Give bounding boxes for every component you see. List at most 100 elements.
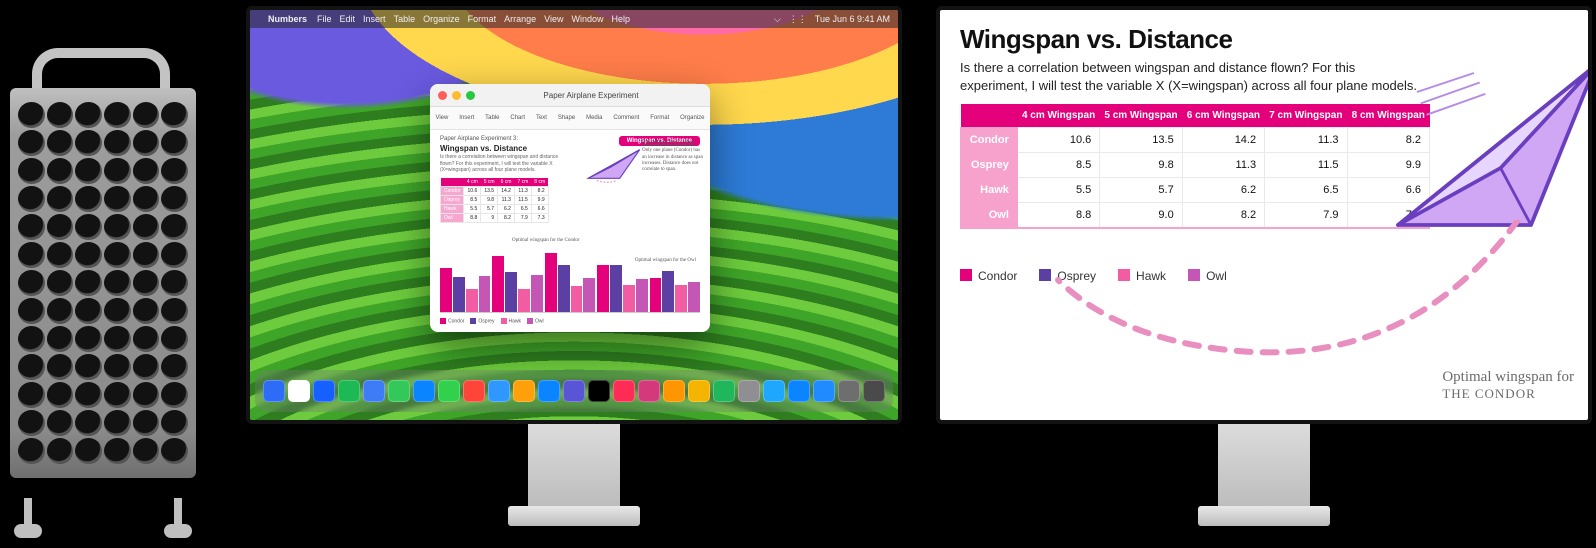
bar[interactable]	[583, 278, 595, 312]
bar[interactable]	[636, 279, 648, 312]
bar[interactable]	[623, 285, 635, 312]
table-cell[interactable]: 11.5	[1265, 153, 1347, 178]
menu-app-name[interactable]: Numbers	[268, 14, 307, 24]
dock-app-icon[interactable]	[338, 380, 360, 402]
data-table[interactable]: 4 cm Wingspan5 cm Wingspan6 cm Wingspan7…	[960, 104, 1430, 229]
bar[interactable]	[531, 275, 543, 312]
table-row[interactable]: Condor10.613.514.211.38.2	[961, 128, 1430, 153]
table-row[interactable]: Osprey8.59.811.311.59.9	[961, 153, 1430, 178]
bar[interactable]	[518, 289, 530, 312]
dock-app-icon[interactable]	[363, 380, 385, 402]
dock-app-icon[interactable]	[763, 380, 785, 402]
dock-app-icon[interactable]	[588, 380, 610, 402]
menu-bar[interactable]: Numbers File Edit Insert Table Organize Forma…	[250, 10, 898, 28]
document-canvas[interactable]: Wingspan vs. Distance Paper Airplane Exp…	[430, 130, 710, 231]
menu-clock[interactable]: Tue Jun 6 9:41 AM	[815, 14, 890, 25]
table-cell[interactable]: 8.2	[1347, 128, 1429, 153]
table-cell[interactable]: 6.5	[1265, 178, 1347, 203]
dock-app-icon[interactable]	[563, 380, 585, 402]
table-cell[interactable]: 11.3	[1265, 128, 1347, 153]
menu-item[interactable]: View	[544, 14, 563, 24]
traffic-light-close[interactable]	[438, 91, 447, 100]
toolbar-button[interactable]: Shape	[558, 115, 575, 121]
menu-item[interactable]: Table	[394, 14, 416, 24]
table-cell[interactable]: 7.9	[1265, 203, 1347, 229]
bar[interactable]	[675, 285, 687, 312]
dock-app-icon[interactable]	[288, 380, 310, 402]
dock-app-icon[interactable]	[638, 380, 660, 402]
traffic-light-minimize[interactable]	[452, 91, 461, 100]
dock-app-icon[interactable]	[413, 380, 435, 402]
bar[interactable]	[466, 289, 478, 312]
dock-app-icon[interactable]	[438, 380, 460, 402]
dock-app-icon[interactable]	[863, 380, 885, 402]
table-cell[interactable]: 13.5	[1100, 128, 1182, 153]
dock-app-icon[interactable]	[488, 380, 510, 402]
bar[interactable]	[662, 271, 674, 312]
document-zoom-view[interactable]: Wingspan vs. Distance Is there a correla…	[940, 10, 1588, 420]
menu-item[interactable]: File	[317, 14, 332, 24]
dock-app-icon[interactable]	[538, 380, 560, 402]
bar[interactable]	[479, 276, 491, 312]
menu-item[interactable]: Arrange	[504, 14, 536, 24]
dock-app-icon[interactable]	[688, 380, 710, 402]
dock-app-icon[interactable]	[313, 380, 335, 402]
bar[interactable]	[453, 277, 465, 312]
toolbar-button[interactable]: Insert	[459, 115, 474, 121]
bar[interactable]	[545, 253, 557, 312]
menu-item[interactable]: Edit	[340, 14, 356, 24]
menu-item[interactable]: Window	[572, 14, 604, 24]
menu-item[interactable]: Insert	[363, 14, 386, 24]
table-cell[interactable]: 10.6	[1017, 128, 1099, 153]
table-cell[interactable]: 5.5	[1017, 178, 1099, 203]
bar[interactable]	[440, 268, 452, 312]
traffic-light-zoom[interactable]	[466, 91, 475, 100]
toolbar-button[interactable]: Chart	[510, 115, 525, 121]
table-cell[interactable]: 8.8	[1017, 203, 1099, 229]
table-cell[interactable]: 8.5	[1017, 153, 1099, 178]
table-cell[interactable]: 9.0	[1100, 203, 1182, 229]
table-cell[interactable]: 7.3	[1347, 203, 1429, 229]
bar[interactable]	[597, 265, 609, 312]
bar-chart[interactable]: CondorOspreyHawkOwl Optimal wingspan for…	[440, 240, 700, 324]
toolbar-button[interactable]: Comment	[613, 115, 639, 121]
menu-item[interactable]: Help	[612, 14, 631, 24]
table-cell[interactable]: 6.2	[1182, 178, 1264, 203]
menu-item[interactable]: Organize	[423, 14, 460, 24]
numbers-window[interactable]: Paper Airplane Experiment View Insert Tabl…	[430, 84, 710, 332]
bar[interactable]	[505, 272, 517, 312]
dock-app-icon[interactable]	[388, 380, 410, 402]
toolbar-button[interactable]: View	[435, 115, 448, 121]
dock-app-icon[interactable]	[613, 380, 635, 402]
bar[interactable]	[492, 256, 504, 312]
dock-app-icon[interactable]	[663, 380, 685, 402]
table-cell[interactable]: 5.7	[1100, 178, 1182, 203]
table-row[interactable]: Owl8.89.08.27.97.3	[961, 203, 1430, 229]
control-center-icon[interactable]: ⋮⋮	[789, 14, 807, 25]
dock-app-icon[interactable]	[463, 380, 485, 402]
toolbar-button[interactable]: Text	[536, 115, 547, 121]
table-cell[interactable]: 9.8	[1100, 153, 1182, 178]
dock-app-icon[interactable]	[838, 380, 860, 402]
table-cell[interactable]: 6.6	[1347, 178, 1429, 203]
bar[interactable]	[610, 265, 622, 312]
toolbar-button[interactable]: Format	[650, 115, 669, 121]
window-titlebar[interactable]: Paper Airplane Experiment	[430, 84, 710, 107]
dock-app-icon[interactable]	[738, 380, 760, 402]
table-row[interactable]: Hawk5.55.76.26.56.6	[961, 178, 1430, 203]
toolbar-button[interactable]: Media	[586, 115, 602, 121]
menu-item[interactable]: Format	[468, 14, 497, 24]
dock[interactable]	[255, 370, 893, 412]
numbers-toolbar[interactable]: View Insert Table Chart Text Shape Media Commen…	[430, 107, 710, 130]
dock-app-icon[interactable]	[513, 380, 535, 402]
table-cell[interactable]: 8.2	[1182, 203, 1264, 229]
toolbar-button[interactable]: Table	[485, 115, 499, 121]
bar[interactable]	[558, 265, 570, 312]
bar[interactable]	[650, 278, 662, 312]
table-cell[interactable]: 11.3	[1182, 153, 1264, 178]
dock-app-icon[interactable]	[813, 380, 835, 402]
table-cell[interactable]: 9.9	[1347, 153, 1429, 178]
dock-app-icon[interactable]	[713, 380, 735, 402]
toolbar-button[interactable]: Organize	[680, 115, 704, 121]
dock-app-icon[interactable]	[788, 380, 810, 402]
